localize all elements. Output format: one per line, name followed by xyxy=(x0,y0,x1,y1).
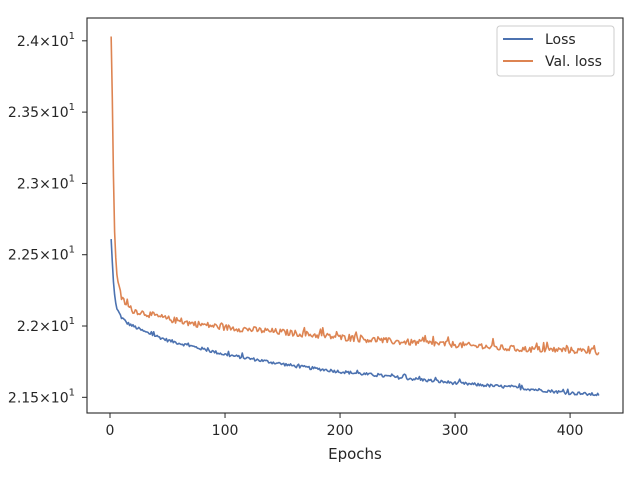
x-tick-label: 0 xyxy=(106,423,115,439)
series-layer xyxy=(110,36,600,397)
legend-label-val-loss: Val. loss xyxy=(545,54,602,70)
series-line-loss xyxy=(110,238,600,397)
x-axis: 0 100 200 300 400 xyxy=(106,413,584,439)
y-tick-label: 2.2×101 xyxy=(17,316,75,335)
y-tick-label: 2.25×101 xyxy=(8,245,75,264)
x-tick-label: 100 xyxy=(212,423,239,439)
x-tick-label: 400 xyxy=(557,423,584,439)
x-axis-label: Epochs xyxy=(328,445,382,463)
y-tick-label: 2.35×101 xyxy=(8,102,75,121)
legend-label-loss: Loss xyxy=(545,32,576,48)
y-tick-label: 2.3×101 xyxy=(17,173,75,192)
plot-frame xyxy=(86,17,624,414)
plot-area xyxy=(87,18,623,413)
y-tick-label: 2.15×101 xyxy=(8,387,75,406)
x-tick-label: 300 xyxy=(442,423,469,439)
x-tick-label: 200 xyxy=(327,423,354,439)
y-tick-label: 2.4×101 xyxy=(17,31,75,50)
legend: Loss Val. loss xyxy=(496,25,615,77)
series-line-val-loss xyxy=(110,36,600,356)
y-axis: 2.15×101 2.2×101 2.25×101 2.3×101 2.35×101 2.… xyxy=(8,31,87,406)
